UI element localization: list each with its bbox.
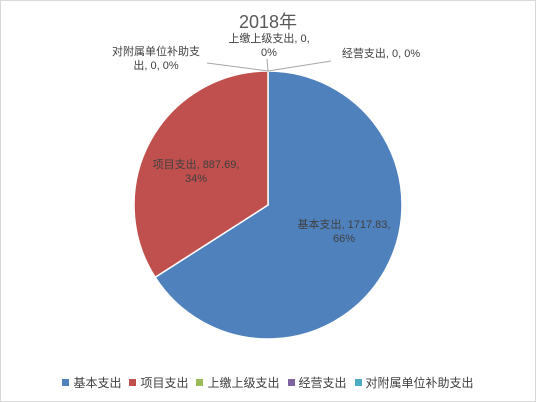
legend-item-2: 上缴上级支出 <box>196 374 280 391</box>
leader-line-0 <box>266 58 269 72</box>
legend: 基本支出 项目支出 上缴上级支出 经营支出 对附属单位补助支出 <box>1 374 535 391</box>
data-label-2: 上缴上级支出, 0, 0% <box>228 33 310 59</box>
legend-label-1: 项目支出 <box>140 376 189 390</box>
legend-swatch-1 <box>129 379 137 386</box>
data-label-4: 对附属单位补助支 出, 0, 0% <box>112 46 200 72</box>
data-label-0: 基本支出, 1717.83, 66% <box>297 219 391 245</box>
legend-swatch-3 <box>287 379 295 386</box>
legend-swatch-4 <box>354 379 362 386</box>
legend-swatch-0 <box>62 379 70 386</box>
leader-line-2 <box>206 62 269 72</box>
pie-slice-0 <box>154 70 403 340</box>
data-label-1: 项目支出, 887.69, 34% <box>152 159 240 185</box>
legend-swatch-2 <box>196 379 204 386</box>
pie-slice-1 <box>133 70 269 279</box>
chart-title: 2018年 <box>238 12 298 32</box>
data-label-3: 经营支出, 0, 0% <box>341 48 421 60</box>
legend-item-4: 对附属单位补助支出 <box>354 374 474 391</box>
legend-label-4: 对附属单位补助支出 <box>365 376 474 390</box>
legend-item-3: 经营支出 <box>287 374 347 391</box>
legend-label-3: 经营支出 <box>298 376 347 390</box>
legend-label-0: 基本支出 <box>73 376 122 390</box>
legend-item-1: 项目支出 <box>129 374 188 391</box>
legend-item-0: 基本支出 <box>62 374 121 391</box>
leader-line-1 <box>267 60 332 72</box>
legend-label-2: 上缴上级支出 <box>207 376 280 390</box>
